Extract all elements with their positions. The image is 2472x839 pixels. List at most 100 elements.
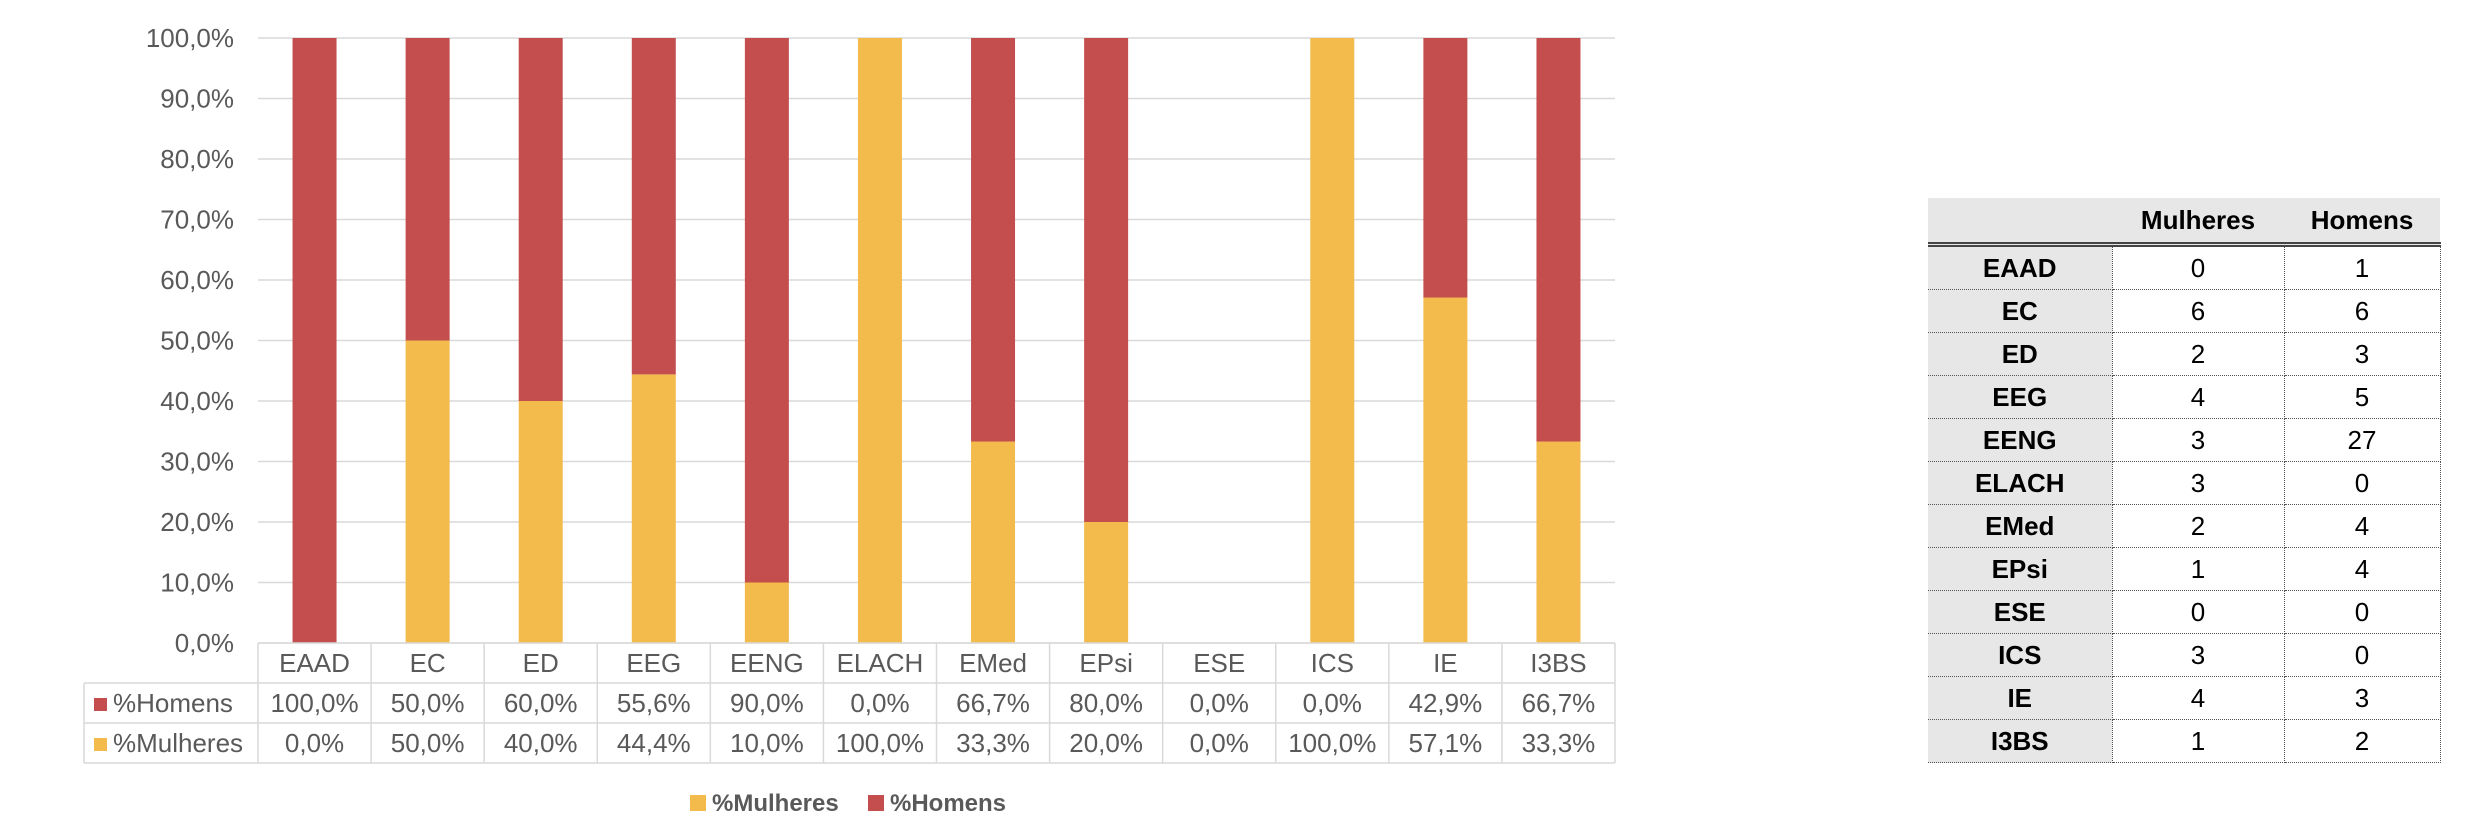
cell-homens: 0 [2283, 590, 2441, 634]
x-category-label: IE [1433, 648, 1458, 678]
cell-mulheres: 2 [2111, 504, 2285, 548]
row-label: I3BS [1928, 719, 2113, 763]
y-tick-label: 60,0% [160, 265, 234, 295]
legend-label-homens: %Homens [890, 790, 1006, 817]
cell-mulheres: 2 [2111, 332, 2285, 376]
cell-homens: 5 [2283, 375, 2441, 419]
data-table-legend-key [94, 738, 107, 751]
legend-label-mulheres: %Mulheres [712, 790, 839, 817]
cell-homens: 2 [2283, 719, 2441, 763]
counts-table: Mulheres Homens EAAD 0 1 EC 6 6 ED 2 3 EEG 4 5 EENG 3… [1928, 198, 2441, 763]
legend-key-homens [868, 795, 884, 811]
data-label: 80,0% [1069, 688, 1143, 718]
data-table-series-name: %Homens [113, 688, 233, 718]
data-label: 100,0% [270, 688, 358, 718]
data-table-legend-key [94, 698, 107, 711]
bar-mulheres [1084, 522, 1129, 643]
x-category-label: EAAD [279, 648, 350, 678]
row-label: ICS [1928, 633, 2113, 677]
bar-homens [1084, 38, 1129, 522]
bar-homens [1423, 38, 1468, 298]
data-label: 50,0% [391, 728, 465, 758]
row-label: ESE [1928, 590, 2113, 634]
header-mulheres: Mulheres [2112, 198, 2284, 245]
y-tick-label: 0,0% [175, 628, 234, 658]
y-tick-label: 90,0% [160, 84, 234, 114]
data-label: 10,0% [730, 728, 804, 758]
cell-homens: 6 [2283, 289, 2441, 333]
y-tick-label: 100,0% [146, 23, 234, 53]
data-label: 100,0% [1288, 728, 1376, 758]
x-category-label: ESE [1193, 648, 1245, 678]
cell-homens: 0 [2283, 633, 2441, 677]
row-label: EAAD [1928, 242, 2113, 290]
x-category-label: ICS [1311, 648, 1354, 678]
table-row: ED 2 3 [1928, 332, 2441, 376]
y-tick-label: 30,0% [160, 447, 234, 477]
table-row: EPsi 1 4 [1928, 547, 2441, 591]
data-label: 0,0% [1190, 688, 1249, 718]
y-tick-label: 50,0% [160, 326, 234, 356]
data-label: 0,0% [1190, 728, 1249, 758]
data-label: 40,0% [504, 728, 578, 758]
bar-mulheres [1536, 441, 1581, 643]
cell-mulheres: 3 [2111, 418, 2285, 462]
header-homens: Homens [2284, 198, 2440, 245]
row-label: EENG [1928, 418, 2113, 462]
y-tick-label: 70,0% [160, 205, 234, 235]
bar-mulheres [971, 441, 1016, 643]
y-tick-label: 20,0% [160, 507, 234, 537]
x-category-label: ED [523, 648, 559, 678]
cell-homens: 4 [2283, 547, 2441, 591]
bar-mulheres [405, 340, 450, 643]
cell-homens: 0 [2283, 461, 2441, 505]
cell-mulheres: 1 [2111, 547, 2285, 591]
data-label: 100,0% [836, 728, 924, 758]
data-label: 60,0% [504, 688, 578, 718]
x-category-label: EENG [730, 648, 804, 678]
y-tick-label: 10,0% [160, 568, 234, 598]
x-category-label: EPsi [1079, 648, 1132, 678]
row-label: EEG [1928, 375, 2113, 419]
row-label: ED [1928, 332, 2113, 376]
data-label: 33,3% [956, 728, 1030, 758]
bar-homens [518, 38, 563, 401]
bar-mulheres [744, 582, 789, 643]
cell-mulheres: 4 [2111, 676, 2285, 720]
table-row: EEG 4 5 [1928, 375, 2441, 419]
cell-homens: 3 [2283, 332, 2441, 376]
cell-mulheres: 3 [2111, 461, 2285, 505]
cell-mulheres: 1 [2111, 719, 2285, 763]
row-label: IE [1928, 676, 2113, 720]
row-label: EC [1928, 289, 2113, 333]
legend-key-mulheres [690, 795, 706, 811]
bar-mulheres [518, 401, 563, 643]
row-label: ELACH [1928, 461, 2113, 505]
x-category-label: EEG [626, 648, 681, 678]
data-label: 90,0% [730, 688, 804, 718]
bar-mulheres [1310, 38, 1355, 643]
cell-homens: 1 [2283, 242, 2441, 290]
bar-mulheres [857, 38, 902, 643]
bar-homens [631, 38, 676, 375]
bar-homens [405, 38, 450, 341]
x-category-label: ELACH [837, 648, 924, 678]
data-label: 0,0% [285, 728, 344, 758]
data-label: 66,7% [1522, 688, 1596, 718]
table-row: EAAD 0 1 [1928, 242, 2441, 290]
row-label: EPsi [1928, 547, 2113, 591]
x-category-label: EC [410, 648, 446, 678]
data-label: 44,4% [617, 728, 691, 758]
data-label: 66,7% [956, 688, 1030, 718]
x-category-label: I3BS [1530, 648, 1586, 678]
cell-mulheres: 6 [2111, 289, 2285, 333]
table-row: EC 6 6 [1928, 289, 2441, 333]
table-row: EENG 3 27 [1928, 418, 2441, 462]
data-label: 50,0% [391, 688, 465, 718]
bar-mulheres [1423, 297, 1468, 643]
data-table-series-name: %Mulheres [113, 728, 243, 758]
cell-mulheres: 4 [2111, 375, 2285, 419]
bar-mulheres [631, 374, 676, 643]
cell-homens: 3 [2283, 676, 2441, 720]
cell-mulheres: 3 [2111, 633, 2285, 677]
